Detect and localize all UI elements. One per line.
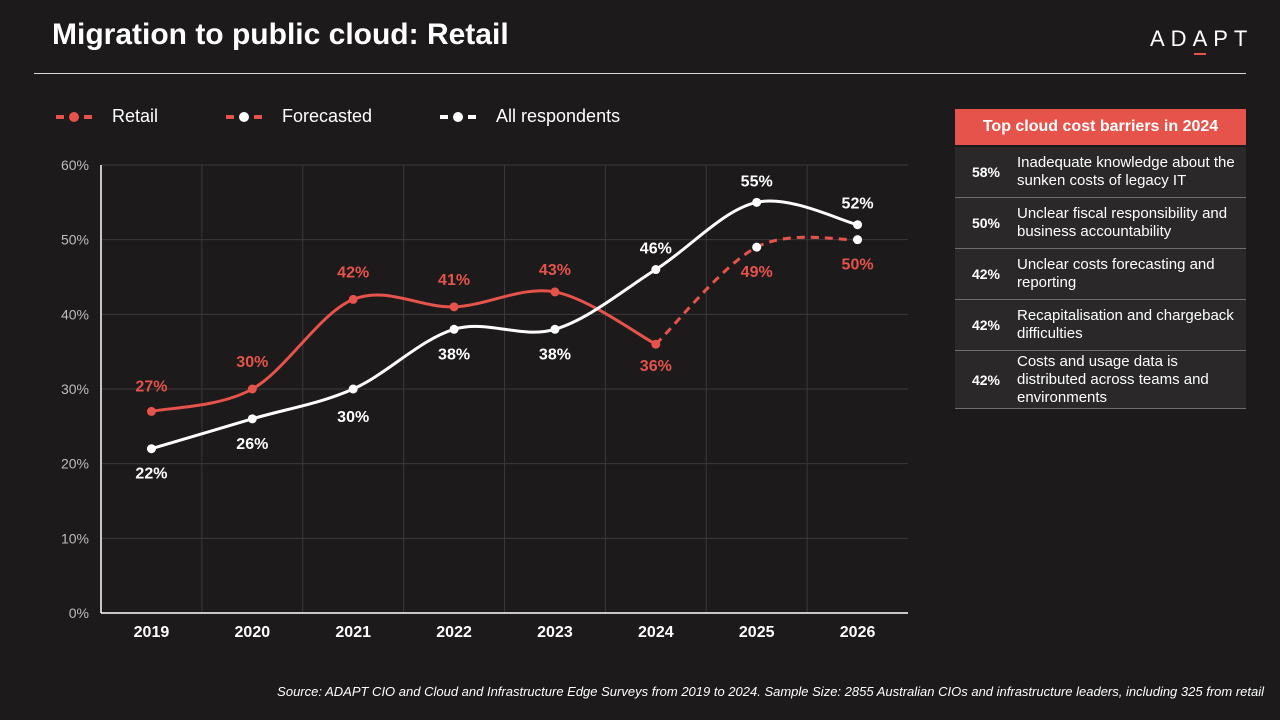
barrier-percent: 42% xyxy=(971,371,1001,388)
legend-all-respondents: All respondents xyxy=(440,106,620,127)
retail-data-label: 42% xyxy=(337,264,369,281)
all-respondents-data-label: 38% xyxy=(539,346,571,363)
legend-forecasted: Forecasted xyxy=(226,106,372,127)
y-tick-label: 40% xyxy=(61,306,89,322)
y-tick-label: 10% xyxy=(61,530,89,546)
line-chart: 0% 10% 20% 30% 40% 50% 60% 2019 2020 2021 2022 2023… xyxy=(61,157,908,641)
barrier-text: Inadequate knowledge about the sunken co… xyxy=(1017,154,1235,189)
barrier-percent: 50% xyxy=(971,215,1001,231)
barrier-row: 42% Recapitalisation and chargeback diff… xyxy=(955,300,1246,351)
all-respondents-point xyxy=(651,265,661,275)
retail-line xyxy=(151,289,657,413)
barrier-percent: 58% xyxy=(971,164,1001,180)
retail-point xyxy=(550,287,560,297)
barrier-text: Recapitalisation and chargeback difficul… xyxy=(1017,307,1234,342)
legend-retail: Retail xyxy=(56,106,158,127)
forecasted-data-label: 50% xyxy=(842,257,874,274)
x-tick-label: 2026 xyxy=(840,624,876,641)
all-respondents-point xyxy=(247,414,257,424)
all-respondents-data-label: 38% xyxy=(438,346,470,363)
forecasted-data-label: 49% xyxy=(741,264,773,281)
cost-barriers-panel: Top cloud cost barriers in 2024 58% Inad… xyxy=(955,109,1246,409)
forecasted-point xyxy=(752,242,762,252)
all-respondents-point xyxy=(853,220,863,230)
retail-point xyxy=(348,294,358,304)
all-respondents-point xyxy=(449,324,459,334)
forecasted-line xyxy=(654,235,858,346)
x-tick-label: 2022 xyxy=(436,624,472,641)
legend-retail-label: Retail xyxy=(112,106,159,126)
logo-text-end: PT xyxy=(1213,26,1254,51)
retail-point xyxy=(449,302,459,312)
barrier-text: Costs and usage data is distributed acro… xyxy=(1017,352,1209,406)
barrier-row: 42% Unclear costs forecasting and report… xyxy=(955,249,1246,300)
title-divider xyxy=(34,73,1246,74)
barrier-row: 42% Costs and usage data is distributed … xyxy=(955,351,1246,409)
all-respondents-point xyxy=(348,384,358,394)
barrier-row: 58% Inadequate knowledge about the sunke… xyxy=(955,145,1246,198)
all-respondents-data-label: 52% xyxy=(842,196,874,213)
all-respondents-data-label: 30% xyxy=(337,409,369,426)
y-tick-label: 20% xyxy=(61,456,89,472)
x-tick-label: 2024 xyxy=(638,624,674,641)
retail-point xyxy=(247,384,257,394)
barrier-row: 50% Unclear fiscal responsibility and bu… xyxy=(955,198,1246,249)
all-respondents-data-label: 26% xyxy=(236,436,268,453)
retail-data-label: 36% xyxy=(640,358,672,375)
y-tick-label: 50% xyxy=(61,232,89,248)
x-tick-label: 2021 xyxy=(335,624,371,641)
all-respondents-line xyxy=(151,199,858,451)
all-respondents-data-label: 22% xyxy=(135,466,167,483)
barrier-percent: 42% xyxy=(971,317,1001,333)
all-respondents-point xyxy=(550,324,560,334)
legend-retail-swatch xyxy=(56,111,92,122)
y-tick-label: 30% xyxy=(61,381,89,397)
legend-all-swatch xyxy=(440,111,476,122)
legend-forecasted-label: Forecasted xyxy=(282,106,373,126)
forecasted-point xyxy=(853,235,863,245)
barrier-percent: 42% xyxy=(971,266,1001,282)
legend-all-label: All respondents xyxy=(496,106,621,126)
legend-forecasted-swatch xyxy=(226,111,262,122)
retail-data-label: 30% xyxy=(236,354,268,371)
all-respondents-data-label: 46% xyxy=(640,241,672,258)
barrier-text: Unclear fiscal responsibility and busine… xyxy=(1017,205,1228,240)
y-tick-label: 0% xyxy=(69,605,89,621)
logo-text-start: AD xyxy=(1150,26,1193,51)
adapt-logo: ADAPT xyxy=(1150,26,1254,55)
barrier-text: Unclear costs forecasting and reporting xyxy=(1017,256,1215,291)
panel-title: Top cloud cost barriers in 2024 xyxy=(955,109,1246,145)
retail-data-label: 43% xyxy=(539,262,571,279)
source-note: Source: ADAPT CIO and Cloud and Infrastr… xyxy=(277,684,1264,699)
x-tick-label: 2025 xyxy=(739,624,775,641)
x-tick-label: 2019 xyxy=(134,624,170,641)
logo-text-mark: A xyxy=(1192,26,1214,55)
y-tick-label: 60% xyxy=(61,157,89,173)
all-respondents-point xyxy=(752,197,762,207)
all-respondents-data-label: 55% xyxy=(741,173,773,190)
retail-data-label: 41% xyxy=(438,272,470,289)
x-tick-label: 2023 xyxy=(537,624,573,641)
all-respondents-point xyxy=(146,444,156,454)
x-tick-label: 2020 xyxy=(235,624,271,641)
retail-point xyxy=(651,339,661,349)
retail-point xyxy=(146,406,156,416)
retail-data-label: 27% xyxy=(135,378,167,395)
page-title: Migration to public cloud: Retail xyxy=(52,18,509,51)
